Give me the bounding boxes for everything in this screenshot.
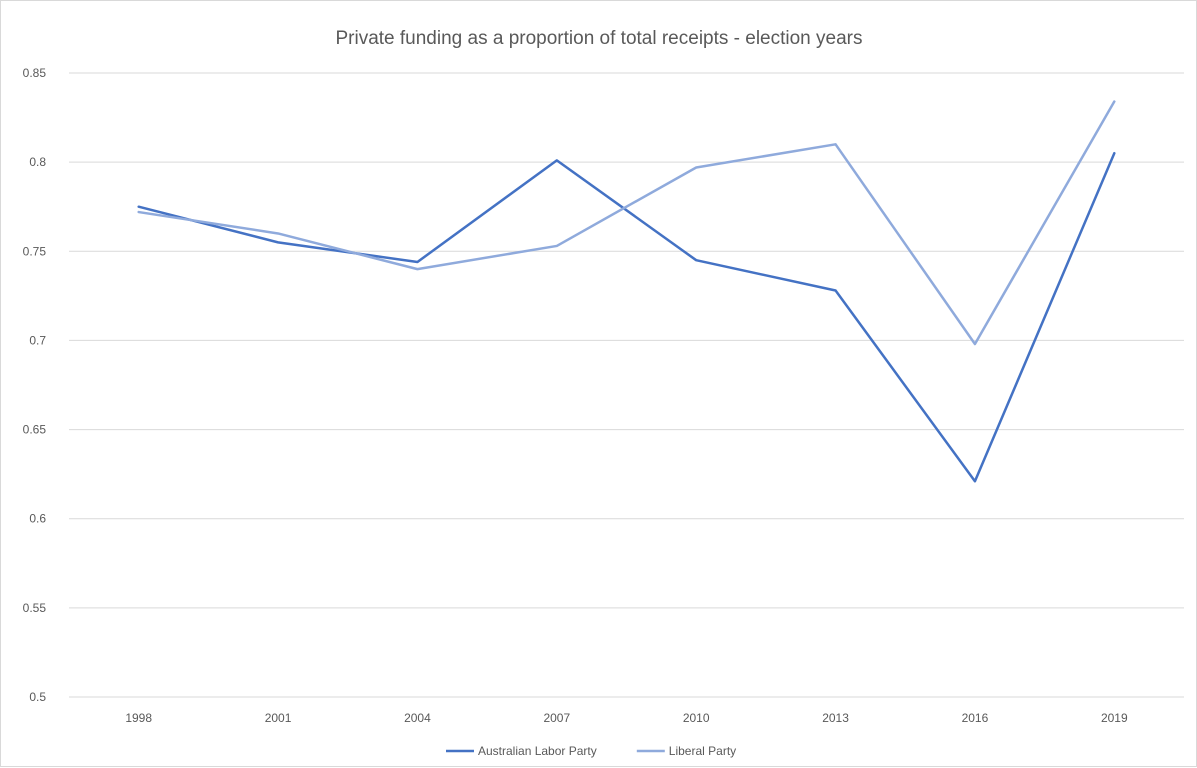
gridlines (69, 72, 1184, 698)
x-tick-label: 2010 (683, 711, 710, 725)
x-axis-ticks: 1998 2001 2004 2007 2010 2013 2016 2019 (125, 711, 1128, 725)
y-tick-label: 0.5 (29, 690, 46, 704)
x-tick-label: 2019 (1101, 711, 1128, 725)
series-lines (137, 100, 1116, 483)
x-tick-label: 2013 (822, 711, 849, 725)
y-tick-label: 0.85 (23, 66, 47, 80)
x-tick-label: 2004 (404, 711, 431, 725)
y-tick-label: 0.65 (23, 423, 47, 437)
legend-label-0: Australian Labor Party (478, 744, 597, 758)
y-tick-label: 0.75 (23, 244, 47, 258)
y-tick-label: 0.7 (29, 333, 46, 347)
x-tick-label: 1998 (125, 711, 152, 725)
series-line-0 (137, 151, 1116, 483)
x-tick-label: 2007 (543, 711, 570, 725)
legend: Australian Labor Party Liberal Party (446, 744, 736, 758)
y-tick-label: 0.8 (29, 155, 46, 169)
series-line-1 (137, 100, 1116, 346)
x-tick-label: 2001 (265, 711, 292, 725)
legend-label-1: Liberal Party (669, 744, 736, 758)
y-axis-ticks: 0.5 0.55 0.6 0.65 0.7 0.75 0.8 0.85 (23, 66, 47, 704)
y-tick-label: 0.6 (29, 512, 46, 526)
y-tick-label: 0.55 (23, 601, 47, 615)
chart-title: Private funding as a proportion of total… (335, 28, 862, 49)
x-tick-label: 2016 (962, 711, 989, 725)
